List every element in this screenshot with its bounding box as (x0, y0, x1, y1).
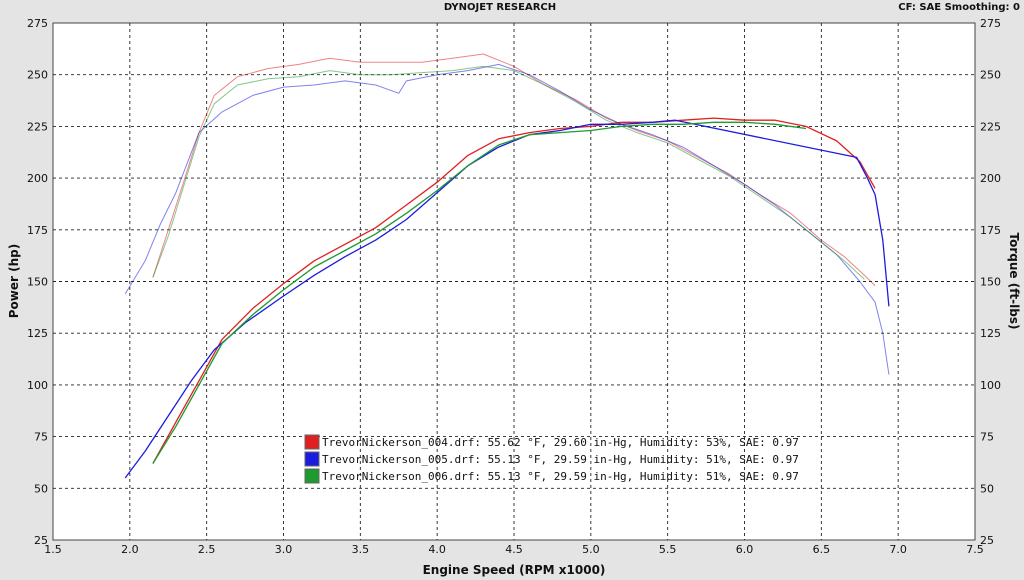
y2-tick-label: 225 (980, 120, 1001, 133)
y2-axis-label: Torque (ft-lbs) (1007, 233, 1021, 330)
y2-tick-label: 175 (980, 224, 1001, 237)
y-tick-label: 250 (27, 69, 48, 82)
torque-curve-2 (152, 65, 865, 280)
x-tick-label: 5.5 (659, 543, 677, 556)
y2-tick-label: 125 (980, 327, 1001, 340)
y2-tick-label: 275 (980, 17, 1001, 30)
x-tick-label: 7.0 (889, 543, 907, 556)
y-tick-label: 75 (34, 431, 48, 444)
y-tick-label: 275 (27, 17, 48, 30)
x-tick-label: 2.5 (198, 543, 216, 556)
grid (53, 23, 975, 540)
ticks: 1.5 2.0 2.5 3.0 3.5 4.0 4.5 5.0 5.5 6.0 6.5 7.0 7.52… (27, 17, 1001, 556)
power-curve-0 (152, 117, 876, 464)
x-tick-label: 4.5 (505, 543, 523, 556)
legend-entry-006: TrevorNickerson_006.drf: 55.13 °F, 29.59… (322, 470, 799, 483)
x-tick-label: 2.0 (121, 543, 139, 556)
y2-tick-label: 100 (980, 379, 1001, 392)
x-tick-label: 3.0 (275, 543, 293, 556)
y-tick-label: 100 (27, 379, 48, 392)
y-tick-label: 25 (34, 534, 48, 547)
y-tick-label: 125 (27, 327, 48, 340)
y-tick-label: 200 (27, 172, 48, 185)
y2-tick-label: 25 (980, 534, 994, 547)
x-tick-label: 7.5 (966, 543, 984, 556)
legend-swatch-004 (304, 434, 320, 450)
x-tick-label: 4.0 (428, 543, 446, 556)
y-tick-label: 225 (27, 120, 48, 133)
x-tick-label: 5.0 (582, 543, 600, 556)
x-axis-label: Engine Speed (RPM x1000) (423, 563, 606, 577)
y2-tick-label: 50 (980, 482, 994, 495)
y-axis-label: Power (hp) (7, 244, 21, 318)
y2-tick-label: 250 (980, 69, 1001, 82)
y2-tick-label: 75 (980, 431, 994, 444)
x-tick-label: 1.5 (44, 543, 62, 556)
y2-tick-label: 150 (980, 276, 1001, 289)
header-settings: CF: SAE Smoothing: 0 (898, 2, 1020, 13)
y-tick-label: 175 (27, 224, 48, 237)
legend-entry-004: TrevorNickerson_004.drf: 55.62 °F, 29.60… (322, 436, 799, 449)
y-tick-label: 150 (27, 276, 48, 289)
legend-entry-005: TrevorNickerson_005.drf: 55.13 °F, 29.59… (322, 453, 799, 466)
legend-swatch-006 (304, 468, 320, 484)
x-tick-label: 3.5 (352, 543, 370, 556)
y-tick-label: 50 (34, 482, 48, 495)
torque-curve-0 (152, 53, 876, 286)
x-tick-label: 6.5 (813, 543, 831, 556)
legend-swatch-005 (304, 451, 320, 467)
x-tick-label: 6.0 (736, 543, 754, 556)
header-title: DYNOJET RESEARCH (444, 2, 556, 13)
power-curve-2 (152, 121, 807, 464)
y2-tick-label: 200 (980, 172, 1001, 185)
curves (124, 53, 890, 479)
legend: TrevorNickerson_004.drf: 55.62 °F, 29.60… (304, 434, 799, 484)
